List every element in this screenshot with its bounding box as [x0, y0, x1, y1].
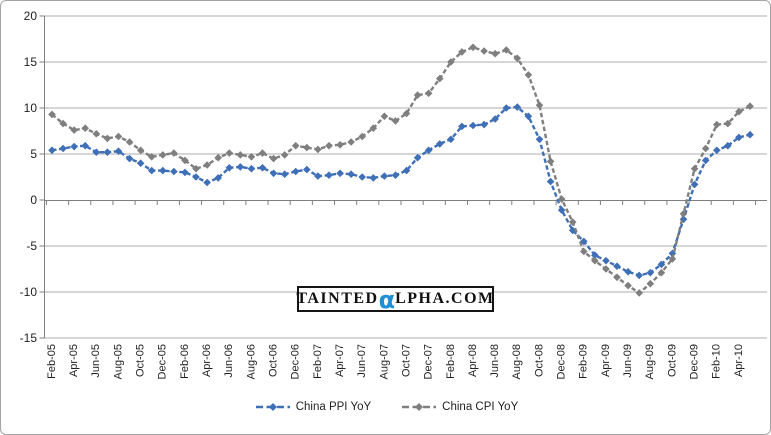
- series-ppi-markers: [48, 103, 754, 280]
- x-axis-label: Apr-10: [733, 344, 745, 377]
- x-axis-label: Apr-06: [201, 344, 213, 377]
- x-axis-label: Dec-06: [290, 344, 302, 379]
- x-axis-label: Jun-07: [356, 344, 368, 378]
- x-axis-label: Aug-08: [511, 344, 523, 379]
- x-axis-label: Oct-08: [533, 344, 545, 377]
- x-axis-label: Feb-10: [711, 344, 723, 379]
- x-axis-label: Aug-09: [644, 344, 656, 379]
- x-axis-label: Dec-07: [423, 344, 435, 379]
- watermark-text-prefix: TAINTED: [296, 290, 379, 307]
- x-axis-label: Apr-05: [68, 344, 80, 377]
- y-axis-label: 20: [24, 9, 38, 23]
- x-axis-label: Dec-09: [689, 344, 701, 379]
- y-axis-label: 0: [30, 193, 37, 207]
- x-axis-label: Feb-08: [445, 344, 457, 379]
- ppi-line-sample-icon: [255, 403, 290, 411]
- series-ppi-line: [51, 105, 751, 277]
- x-axis-label: Feb-07: [312, 344, 324, 379]
- y-axis-label: 5: [30, 147, 37, 161]
- x-axis-label: Oct-09: [666, 344, 678, 377]
- watermark-text-suffix: LPHA.COM: [395, 290, 495, 307]
- x-axis-label: Jun-09: [622, 344, 634, 378]
- legend-label-ppi: China PPI YoY: [295, 401, 372, 413]
- watermark-alpha-glyph: α: [378, 286, 396, 314]
- x-axis-label: Feb-09: [578, 344, 590, 379]
- y-axis-label: 15: [24, 55, 38, 69]
- x-axis-label: Oct-06: [267, 344, 279, 377]
- x-axis-label: Apr-07: [334, 344, 346, 377]
- x-axis-label: Oct-05: [135, 344, 147, 377]
- series-cpi: [48, 43, 754, 297]
- y-axis-label: -5: [26, 239, 37, 253]
- x-axis-label: Apr-08: [467, 344, 479, 377]
- axes: [39, 15, 767, 339]
- series-ppi: [48, 103, 754, 280]
- y-axis-labels: 20 15 10 5 0 -5 -10 -15: [20, 9, 38, 345]
- x-axis-label: Dec-08: [556, 344, 568, 379]
- y-axis-label: 10: [24, 101, 38, 115]
- y-axis-label: -10: [20, 285, 38, 299]
- x-axis-label: Aug-07: [378, 344, 390, 379]
- legend-label-cpi: China CPI YoY: [442, 401, 519, 413]
- x-axis-label: Oct-07: [400, 344, 412, 377]
- legend-item-cpi: China CPI YoY: [401, 401, 518, 413]
- x-axis-label: Jun-08: [489, 344, 501, 378]
- cpi-line-sample-icon: [402, 403, 437, 411]
- y-axis-label: -15: [20, 331, 38, 345]
- x-axis-label: Aug-06: [245, 344, 257, 379]
- x-axis-label: Dec-05: [157, 344, 169, 379]
- x-axis-labels: Feb-05 Apr-05 Jun-05 Aug-05 Oct-05 Dec-05 Feb-…: [46, 344, 745, 379]
- x-axis-label: Jun-06: [223, 344, 235, 378]
- x-axis-label: Feb-06: [179, 344, 191, 379]
- legend-item-ppi: China PPI YoY: [255, 401, 371, 413]
- legend: China PPI YoY China CPI YoY: [1, 401, 770, 413]
- x-axis-label: Aug-05: [112, 344, 124, 379]
- series-cpi-line: [51, 46, 751, 295]
- x-axis-label: Feb-05: [46, 344, 58, 379]
- watermark-box: TAINTED α LPHA.COM: [296, 286, 495, 314]
- x-axis-label: Jun-05: [90, 344, 102, 378]
- x-axis-label: Apr-09: [600, 344, 612, 377]
